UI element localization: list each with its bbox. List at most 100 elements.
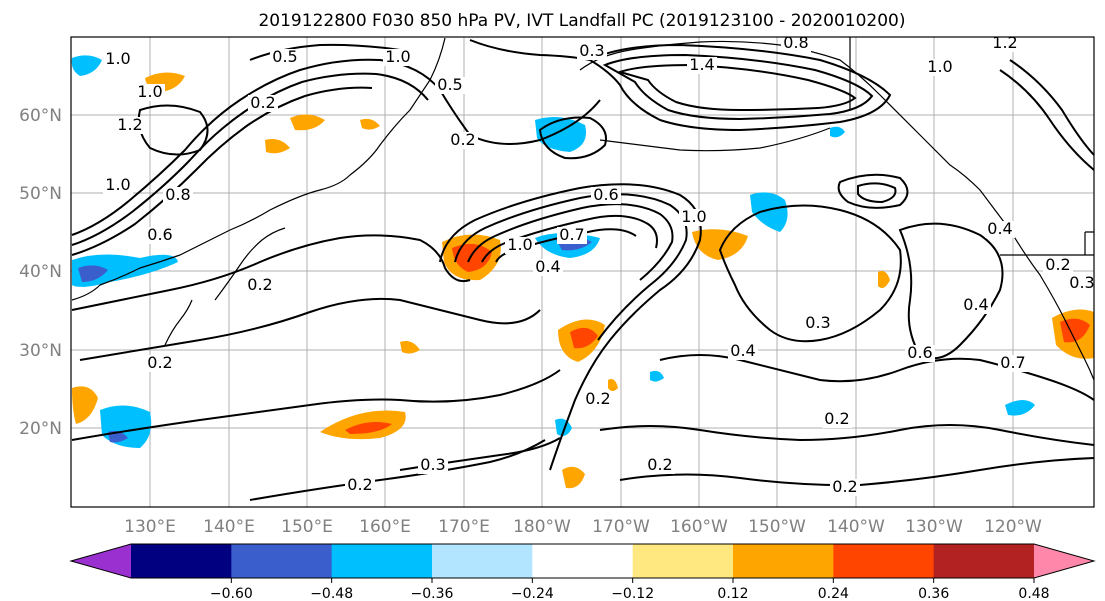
positive-anomaly (878, 271, 890, 288)
contour-label-background (687, 57, 717, 74)
negative-anomaly (830, 126, 845, 138)
positive-anomaly (345, 422, 392, 434)
colorbar-extend-low (71, 544, 131, 578)
lon-label: 150°E (281, 517, 333, 537)
colorbar-tick-label: 0.36 (918, 586, 949, 601)
negative-anomaly (650, 370, 664, 382)
lon-label: 170°E (438, 517, 490, 537)
contour-label: 0.3 (805, 313, 830, 332)
contour-label: 0.7 (559, 225, 584, 244)
contour-label: 1.0 (681, 207, 706, 226)
contour-label: 1.0 (507, 235, 532, 254)
colorbar-segment (432, 544, 533, 578)
contour-label: 1.2 (992, 33, 1017, 52)
contour-label: 0.4 (963, 295, 988, 314)
contour-label: 0.2 (1045, 255, 1070, 274)
negative-anomaly (71, 55, 102, 76)
contour-label-background (505, 237, 535, 254)
contour-line (602, 53, 874, 121)
contour-label: 0.2 (147, 353, 172, 372)
contour-label: 0.7 (1000, 353, 1025, 372)
contour-label-background (803, 315, 833, 332)
contour-label: 0.8 (783, 33, 808, 52)
contour-label-background (1043, 257, 1073, 274)
contour-label-background (383, 49, 413, 66)
aleutian-islands (599, 127, 831, 152)
contour-line (1009, 59, 1095, 156)
contour-label-background (145, 227, 175, 244)
north-america-coastline (579, 40, 1095, 381)
asia-coastline (71, 37, 446, 301)
contour-label: 0.2 (832, 477, 857, 496)
contour-label-background (985, 221, 1015, 238)
contour-line (481, 214, 658, 263)
taiwan-coastline (164, 299, 193, 346)
contour-line (469, 39, 591, 61)
colorbar-segment (733, 544, 834, 578)
contour-line (857, 182, 897, 204)
contour-label: 0.2 (450, 130, 475, 149)
contour-label-background (533, 259, 563, 276)
contour-line (599, 424, 1095, 446)
colorbar-tick-label: 0.48 (1018, 586, 1049, 601)
contour-label: 0.5 (272, 47, 297, 66)
contour-label: 0.2 (585, 389, 610, 408)
contour-label-background (448, 132, 478, 149)
coastlines (71, 37, 1095, 381)
colorbar-segment (231, 544, 333, 578)
lon-label: 120°W (984, 517, 1042, 537)
lon-label: 150°W (748, 517, 806, 537)
contour-label-background (248, 95, 278, 112)
positive-anomaly (692, 229, 748, 260)
colorbar-segment (532, 544, 634, 578)
contour-label: 0.3 (579, 41, 604, 60)
lon-label: 160°W (670, 517, 728, 537)
contour-line (137, 104, 209, 156)
positive-anomaly (608, 379, 618, 391)
colorbar-tick-label: −0.60 (210, 586, 253, 601)
contour-line (249, 439, 546, 501)
map-panel: 1.01.21.00.5 1.0 0.3 0.81.4 1.01.20.20.21.00… (70, 33, 1097, 508)
lat-label: 50°N (19, 184, 62, 204)
contour-label-background (103, 177, 133, 194)
contour-line (71, 86, 373, 256)
contour-label: 0.2 (247, 275, 272, 294)
contour-line (898, 222, 1004, 360)
colorbar-outline (69, 543, 1096, 579)
japan-coastline (214, 227, 286, 301)
contour-label-background (925, 59, 955, 76)
contour-label: 0.6 (147, 225, 172, 244)
contour-label: 0.4 (987, 219, 1012, 238)
lon-label: 140°E (203, 517, 255, 537)
contour-line (495, 228, 637, 263)
contour-label-background (245, 277, 275, 294)
contour-label-background (1067, 275, 1097, 292)
contour-label: 1.2 (117, 115, 142, 134)
contour-label-background (961, 297, 991, 314)
contour-label-background (115, 117, 145, 134)
colorbar-tick-label: 0.12 (717, 586, 748, 601)
contour-line (587, 43, 892, 132)
contour-label: 0.2 (347, 475, 372, 494)
contour-label-background (103, 51, 133, 68)
contour-label-background (781, 35, 811, 52)
contour-line (71, 234, 471, 311)
lat-label: 30°N (19, 341, 62, 361)
contour-label: 0.8 (165, 185, 190, 204)
contour-label-background (583, 391, 613, 408)
contour-line (249, 43, 401, 61)
contour-line (454, 193, 688, 341)
positive-anomaly (570, 327, 598, 349)
contour-label-background (998, 355, 1028, 372)
contour-label: 0.2 (824, 409, 849, 428)
contour-labels: 1.01.21.00.5 1.0 0.3 0.81.4 1.01.20.20.21.00… (103, 33, 1097, 496)
contour-label: 0.3 (1069, 273, 1094, 292)
graticule (71, 37, 1094, 507)
lat-label: 60°N (19, 106, 62, 126)
positive-anomaly (400, 341, 420, 354)
colorbar-tick-label: 0.24 (818, 586, 849, 601)
negative-anomaly (72, 254, 178, 287)
contour-line (619, 457, 1095, 487)
border-line (1000, 231, 1094, 256)
colorbar-tick-label: −0.12 (611, 586, 654, 601)
